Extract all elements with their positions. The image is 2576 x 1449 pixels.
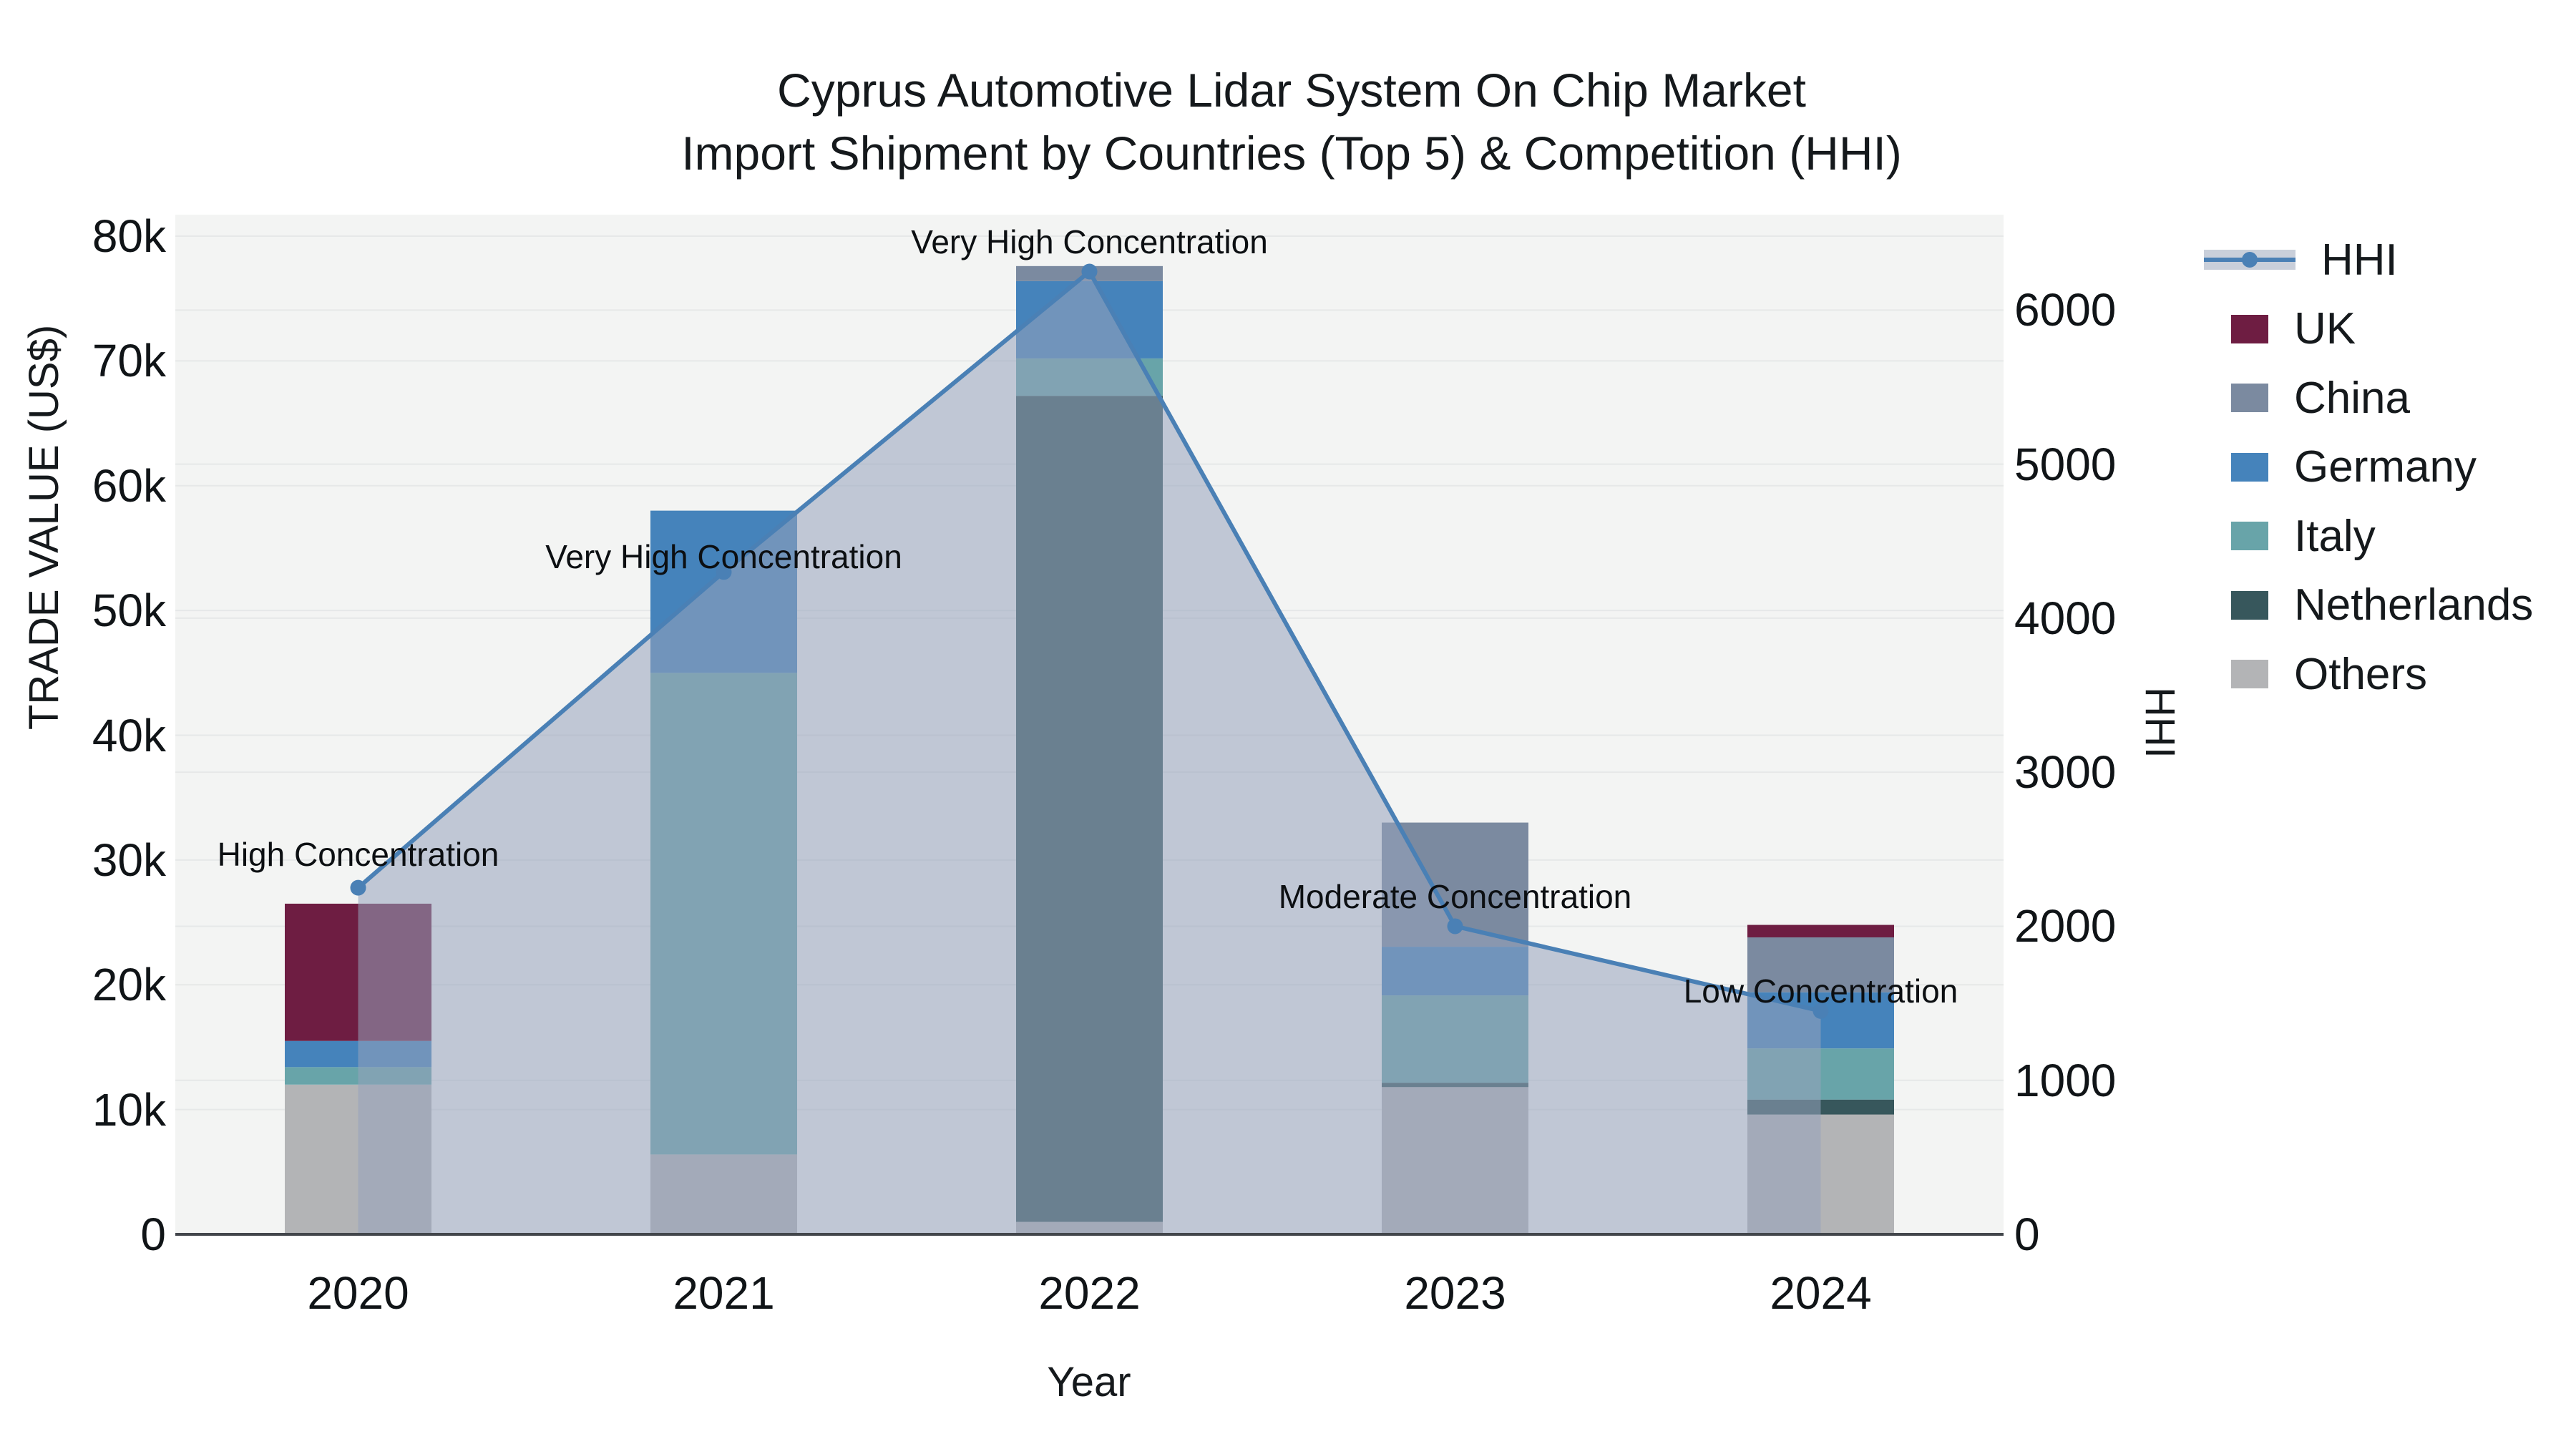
legend-item-china[interactable]: China	[2204, 364, 2410, 432]
y-left-tick-30k: 30k	[92, 834, 166, 886]
legend-label-hhi: HHI	[2321, 235, 2398, 285]
china-swatch-icon	[2231, 384, 2268, 412]
y-right-tick-5000: 5000	[2014, 438, 2117, 490]
y-right-tick-3000: 3000	[2014, 746, 2117, 799]
bar-segment-china-2024[interactable]	[1747, 937, 1894, 992]
legend-item-uk[interactable]: UK	[2204, 295, 2356, 364]
others-swatch-icon	[2231, 660, 2268, 688]
x-tick-2020: 2020	[307, 1267, 409, 1319]
y-left-tick-70k: 70k	[92, 335, 166, 387]
hhi-marker-2024[interactable]	[1813, 1002, 1829, 1019]
y-left-tick-20k: 20k	[92, 959, 166, 1011]
y-right-tick-1000: 1000	[2014, 1054, 2117, 1106]
y-right-tick-6000: 6000	[2014, 284, 2117, 336]
y-left-tick-50k: 50k	[92, 585, 166, 637]
legend-label-china: China	[2294, 373, 2410, 423]
y-right-tick-4000: 4000	[2014, 592, 2117, 644]
hhi-line-icon	[2204, 244, 2296, 275]
legend-label-germany: Germany	[2294, 442, 2477, 492]
y-left-tick-80k: 80k	[92, 210, 166, 262]
y-axis-right-title: HHI	[2137, 687, 2183, 758]
y-left-tick-10k: 10k	[92, 1083, 166, 1136]
annotation-2022: Very High Concentration	[911, 223, 1268, 260]
legend-item-italy[interactable]: Italy	[2204, 502, 2376, 570]
x-tick-2021: 2021	[673, 1267, 775, 1319]
hhi-area-fill	[358, 271, 1821, 1234]
bar-segment-uk-2024[interactable]	[1747, 924, 1894, 937]
legend-label-uk: UK	[2294, 304, 2356, 353]
legend-item-netherlands[interactable]: Netherlands	[2204, 571, 2533, 640]
germany-swatch-icon	[2231, 452, 2268, 482]
y-right-tick-0: 0	[2014, 1209, 2040, 1260]
legend-item-germany[interactable]: Germany	[2204, 433, 2477, 502]
hhi-marker-2021[interactable]	[716, 564, 732, 580]
y-left-tick-0: 0	[140, 1209, 166, 1260]
x-tick-2022: 2022	[1038, 1267, 1141, 1319]
annotation-2021: Very High Concentration	[545, 538, 902, 576]
chart-title-line2: Import Shipment by Countries (Top 5) & C…	[681, 127, 1902, 180]
annotation-2023: Moderate Concentration	[1278, 878, 1632, 916]
chart-title: Cyprus Automotive Lidar System On Chip M…	[0, 59, 2576, 185]
hhi-marker-2022[interactable]	[1081, 263, 1098, 280]
hhi-marker-2023[interactable]	[1447, 918, 1463, 935]
annotation-2024: Low Concentration	[1683, 972, 1958, 1010]
hhi-marker-2020[interactable]	[350, 879, 366, 896]
netherlands-swatch-icon	[2231, 590, 2268, 620]
x-tick-2024: 2024	[1770, 1267, 1872, 1319]
legend-item-hhi[interactable]: HHI	[2204, 225, 2398, 294]
italy-swatch-icon	[2231, 522, 2268, 550]
legend-label-netherlands: Netherlands	[2294, 580, 2534, 630]
y-right-tick-2000: 2000	[2014, 900, 2117, 952]
y-left-tick-60k: 60k	[92, 459, 166, 512]
x-axis-title: Year	[1047, 1359, 1131, 1405]
y-left-tick-40k: 40k	[92, 709, 166, 761]
uk-swatch-icon	[2231, 314, 2268, 343]
y-axis-left-title: TRADE VALUE (US$)	[21, 324, 67, 730]
legend-label-others: Others	[2294, 649, 2428, 699]
annotation-2020: High Concentration	[217, 835, 499, 873]
chart-title-line1: Cyprus Automotive Lidar System On Chip M…	[777, 64, 1806, 117]
x-tick-2023: 2023	[1404, 1267, 1506, 1319]
legend-label-italy: Italy	[2294, 511, 2376, 561]
legend-item-others[interactable]: Others	[2204, 640, 2427, 708]
